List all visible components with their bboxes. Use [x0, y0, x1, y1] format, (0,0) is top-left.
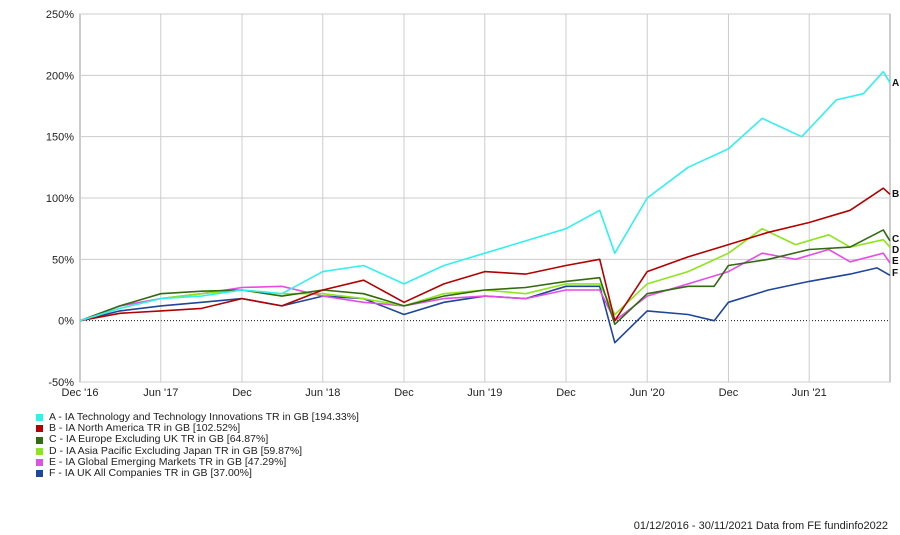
legend-item-f: F - IA UK All Companies TR in GB [37.00%…: [36, 467, 359, 480]
x-tick-label: Jun '19: [467, 387, 502, 399]
legend-swatch: [36, 447, 43, 455]
legend-label: B - IA North America TR in GB [102.52%]: [49, 422, 241, 435]
legend-label: E - IA Global Emerging Markets TR in GB …: [49, 455, 287, 468]
legend-item-b: B - IA North America TR in GB [102.52%]: [36, 422, 359, 435]
legend-item-c: C - IA Europe Excluding UK TR in GB [64.…: [36, 434, 359, 445]
footer-note: 01/12/2016 - 30/11/2021 Data from FE fun…: [633, 520, 888, 532]
x-tick-label: Dec: [556, 387, 576, 399]
end-label-d: D: [892, 245, 899, 256]
legend-label: A - IA Technology and Technology Innovat…: [49, 411, 359, 423]
end-label-c: C: [892, 234, 899, 245]
x-tick-label: Dec: [232, 387, 252, 399]
x-tick-label: Jun '21: [792, 387, 827, 399]
performance-chart: 250% 200% 150% 100% 50% 0% -50%Dec '16 Jun '17 D…: [46, 9, 899, 399]
series-line-a: [79, 70, 891, 322]
y-tick-label: 200%: [46, 70, 74, 82]
y-tick-label: 100%: [46, 193, 74, 205]
y-tick-label: 0%: [58, 316, 74, 328]
legend-label: C - IA Europe Excluding UK TR in GB [64.…: [49, 433, 269, 446]
legend-swatch: [36, 436, 43, 444]
legend-label: D - IA Asia Pacific Excluding Japan TR i…: [49, 444, 303, 457]
legend-item-e: E - IA Global Emerging Markets TR in GB …: [36, 455, 359, 468]
y-tick-label: 50%: [52, 254, 74, 266]
series-line-b: [79, 187, 891, 322]
legend-swatch: [36, 414, 43, 422]
legend-swatch: [36, 458, 43, 466]
y-tick-label: -50%: [48, 377, 74, 389]
legend: A - IA Technology and Technology Innovat…: [36, 411, 359, 480]
x-tick-label: Dec: [719, 387, 739, 399]
end-label-e: E: [892, 256, 899, 267]
end-label-b: B: [892, 189, 899, 200]
legend-label: F - IA UK All Companies TR in GB [37.00%…: [49, 467, 252, 480]
x-tick-label: Jun '17: [143, 387, 178, 399]
legend-item-d: D - IA Asia Pacific Excluding Japan TR i…: [36, 444, 359, 457]
end-label-f: F: [892, 268, 898, 279]
series-line-c: [79, 229, 891, 326]
y-tick-label: 150%: [46, 132, 74, 144]
series-line-e: [79, 248, 891, 322]
x-tick-label: Dec: [394, 387, 414, 399]
x-tick-label: Jun '18: [305, 387, 340, 399]
legend-swatch: [36, 470, 43, 478]
legend-item-a: A - IA Technology and Technology Innovat…: [36, 411, 359, 423]
grid: [80, 13, 890, 383]
end-label-a: A: [892, 78, 899, 89]
x-tick-label: Jun '20: [630, 387, 665, 399]
series-lines: [79, 70, 891, 344]
x-tick-label: Dec '16: [62, 387, 99, 399]
series-line-f: [79, 267, 891, 344]
axes: 250% 200% 150% 100% 50% 0% -50%Dec '16 Jun '17 D…: [46, 9, 827, 399]
y-tick-label: 250%: [46, 9, 74, 21]
legend-swatch: [36, 425, 43, 433]
